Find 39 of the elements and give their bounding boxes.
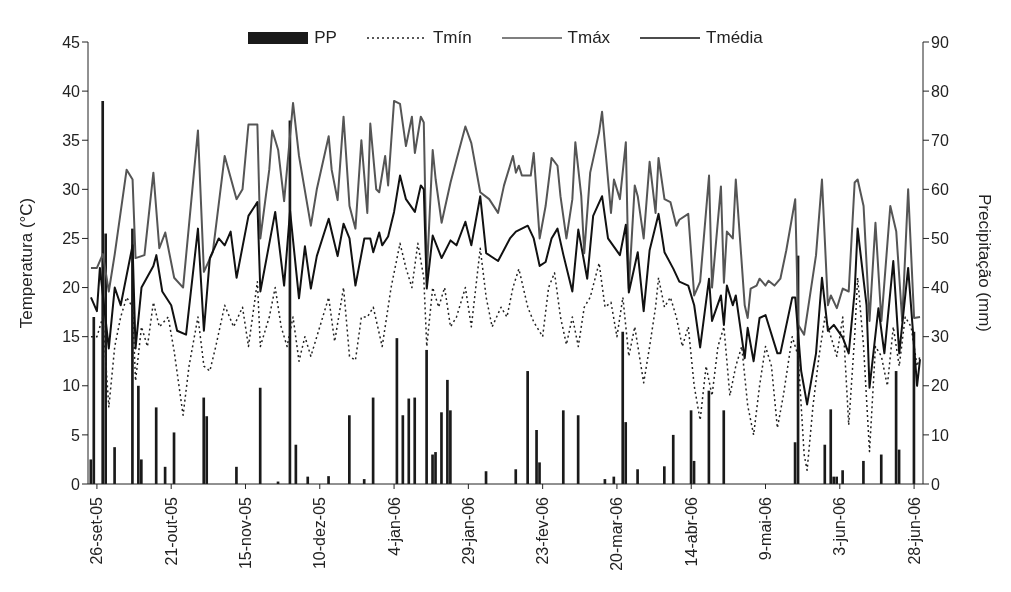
y-tick-label: 45 (62, 33, 81, 51)
line-series (89, 99, 922, 336)
y2-tick-label: 40 (931, 279, 949, 297)
legend-label: Tmín (432, 28, 472, 48)
x-tick-label: 28-jun-06 (905, 496, 923, 565)
y-tick-label: 40 (62, 82, 81, 100)
x-tick-label: 14-abr-06 (682, 496, 700, 567)
x-tick-label: 20-mar-06 (608, 496, 626, 571)
y2-tick-label: 50 (931, 230, 949, 248)
legend-label: PP (314, 28, 337, 48)
x-tick-label: 21-out-05 (162, 496, 180, 566)
legend-label: Tmáx (567, 28, 611, 48)
y2-tick-label: 30 (931, 328, 949, 346)
y-tick-label: 25 (62, 230, 81, 248)
y-tick-label: 35 (62, 131, 81, 149)
y2-tick-label: 0 (931, 475, 940, 493)
y-tick-label: 0 (71, 475, 81, 493)
y2-tick-label: 20 (931, 377, 949, 395)
y2-tick-label: 90 (931, 33, 949, 51)
y-tick-label: 20 (62, 279, 81, 297)
x-tick-label: 15-nov-05 (236, 496, 254, 570)
legend-label: Tmédia (706, 28, 763, 48)
y2-tick-label: 60 (931, 181, 949, 199)
y-tick-label: 5 (71, 426, 81, 444)
x-tick-label: 23-fev-06 (534, 496, 552, 565)
y-tick-label: 10 (62, 377, 81, 395)
y2-axis-title: Precipitação (mm) (974, 194, 994, 332)
x-tick-label: 9-mai-06 (757, 496, 775, 561)
x-tick-label: 4-jan-06 (385, 496, 403, 556)
y2-tick-label: 10 (931, 426, 949, 444)
y-tick-label: 30 (62, 181, 81, 199)
y-axis-title: Temperatura (°C) (17, 197, 37, 329)
y2-tick-label: 80 (931, 82, 949, 100)
x-tick-label: 3-jun-06 (831, 496, 849, 556)
y-tick-label: 15 (62, 328, 81, 346)
x-tick-label: 26-set-05 (88, 496, 106, 565)
x-tick-label: 29-jan-06 (459, 496, 477, 565)
x-tick-label: 10-dez-05 (311, 496, 329, 570)
y2-tick-label: 70 (931, 131, 949, 149)
